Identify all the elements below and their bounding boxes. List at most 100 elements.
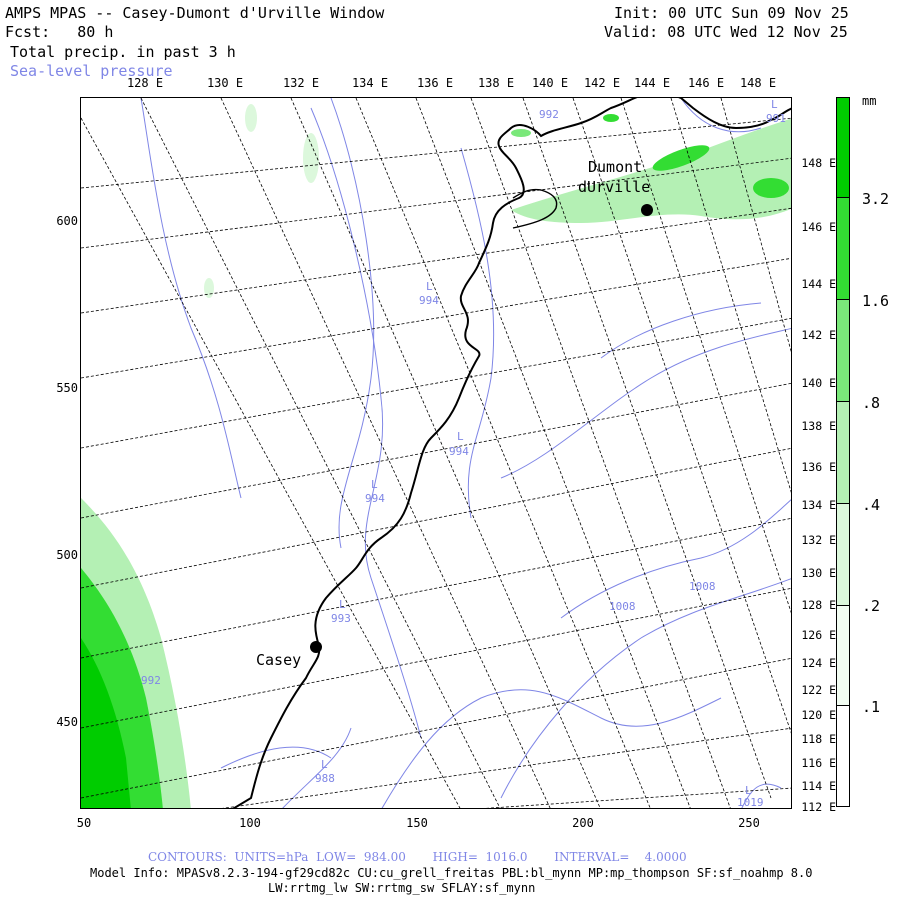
parallel	[81, 447, 791, 589]
parallel	[81, 117, 791, 189]
colorbar-label: .2	[862, 597, 881, 615]
parallel	[485, 787, 791, 808]
low-marker: L	[426, 280, 433, 293]
meridian	[572, 98, 791, 734]
top-lon-label: 138 E	[477, 76, 515, 90]
meridian	[470, 98, 731, 808]
slp-contour	[310, 107, 422, 739]
top-lon-label: 136 E	[416, 76, 454, 90]
colorbar-label: 1.6	[862, 292, 890, 310]
slp-contour	[560, 499, 791, 619]
map-panel[interactable]: 992 L 991 L 994 L 994 L 994 L 993 L 988 …	[80, 97, 792, 809]
y-axis-label: 500	[56, 548, 78, 562]
low-marker: L	[339, 598, 346, 611]
slp-contours	[140, 98, 791, 808]
low-marker: L	[457, 430, 464, 443]
map-title: AMPS MPAS -- Casey-Dumont d'Urville Wind…	[5, 4, 385, 22]
colorbar-unit: mm	[862, 94, 877, 108]
y-axis-label: 600	[56, 214, 78, 228]
right-lon-label: 138 E	[801, 419, 836, 433]
coastline-detail	[512, 188, 558, 229]
pressure-label: 1008	[609, 600, 636, 613]
coastline	[232, 98, 791, 808]
colorbar-segment	[837, 198, 849, 300]
x-axis-label: 200	[572, 816, 594, 830]
x-axis-label: 250	[738, 816, 760, 830]
station-label-dumont: dUrville	[578, 178, 651, 196]
precip-cell	[204, 278, 214, 298]
meridian	[140, 98, 501, 808]
pressure-label: 994	[365, 492, 385, 505]
slp-contour	[220, 746, 332, 769]
right-lon-label: 120 E	[801, 708, 836, 722]
model-info: Model Info: MPASv8.2.3-194-gf29cd82c CU:…	[90, 866, 813, 880]
slp-contour	[500, 327, 791, 479]
pressure-label: 988	[315, 772, 335, 785]
meridian	[620, 98, 791, 614]
contour-info: CONTOURS: UNITS=hPa LOW= 984.00 HIGH= 10…	[148, 850, 687, 864]
top-lon-label: 142 E	[583, 76, 621, 90]
station-label-dumont: Dumont	[588, 158, 643, 176]
right-lon-label: 114 E	[801, 779, 836, 793]
right-lon-label: 122 E	[801, 683, 836, 697]
pressure-label: 994	[449, 445, 469, 458]
forecast-hour: Fcst: 80 h	[5, 23, 114, 41]
low-marker: L	[321, 758, 328, 771]
top-lon-label: 146 E	[687, 76, 725, 90]
right-lon-label: 146 E	[801, 220, 836, 234]
pressure-label: 993	[331, 612, 351, 625]
right-lon-label: 134 E	[801, 498, 836, 512]
x-axis-label: 150	[406, 816, 428, 830]
graticule	[81, 98, 791, 808]
station-marker-dumont[interactable]	[641, 204, 653, 216]
right-lon-label: 148 E	[801, 156, 836, 170]
overlay-name: Sea-level pressure	[10, 62, 173, 80]
colorbar	[836, 97, 850, 807]
station-label-casey: Casey	[256, 651, 302, 669]
model-info-line2: LW:rrtmg_lw SW:rrtmg_sw SFLAY:sf_mynn	[268, 881, 536, 895]
parallel	[81, 657, 791, 799]
meridian	[522, 98, 772, 799]
top-lon-label: 148 E	[739, 76, 777, 90]
meridian	[355, 98, 651, 808]
right-lon-label: 132 E	[801, 533, 836, 547]
colorbar-label: .8	[862, 394, 881, 412]
slp-contour	[741, 783, 782, 808]
slp-contour	[500, 578, 791, 799]
slp-contour	[680, 98, 762, 133]
low-marker: L	[745, 784, 752, 797]
right-lon-label: 142 E	[801, 328, 836, 342]
parallel	[222, 727, 791, 808]
field-name: Total precip. in past 3 h	[10, 43, 236, 61]
precip-cell	[652, 145, 710, 171]
right-lon-label: 144 E	[801, 277, 836, 291]
right-lon-label: 112 E	[801, 800, 836, 814]
station-marker-casey[interactable]	[310, 641, 322, 653]
precip-areas	[81, 104, 791, 808]
parallel	[81, 382, 791, 519]
x-axis-label: 100	[239, 816, 261, 830]
meridian	[415, 98, 691, 808]
right-lon-label: 124 E	[801, 656, 836, 670]
y-axis-label: 450	[56, 715, 78, 729]
precip-cell	[303, 133, 319, 183]
init-time: Init: 00 UTC Sun 09 Nov 25	[614, 4, 849, 22]
colorbar-segment	[837, 606, 849, 706]
precip-cell	[245, 104, 257, 132]
pressure-label: 992	[539, 108, 559, 121]
meridian	[290, 98, 601, 808]
meridian	[220, 98, 551, 808]
meridian	[81, 117, 461, 808]
colorbar-label: 3.2	[862, 190, 890, 208]
right-lon-label: 128 E	[801, 598, 836, 612]
right-lon-label: 118 E	[801, 732, 836, 746]
x-axis-label: 50	[76, 816, 92, 830]
right-lon-label: 116 E	[801, 756, 836, 770]
colorbar-label: .4	[862, 496, 881, 514]
precip-cell	[753, 178, 789, 198]
colorbar-segment	[837, 706, 849, 806]
right-lon-label: 130 E	[801, 566, 836, 580]
slp-contour	[460, 147, 495, 519]
pressure-label: 992	[141, 674, 161, 687]
top-lon-label: 134 E	[351, 76, 389, 90]
